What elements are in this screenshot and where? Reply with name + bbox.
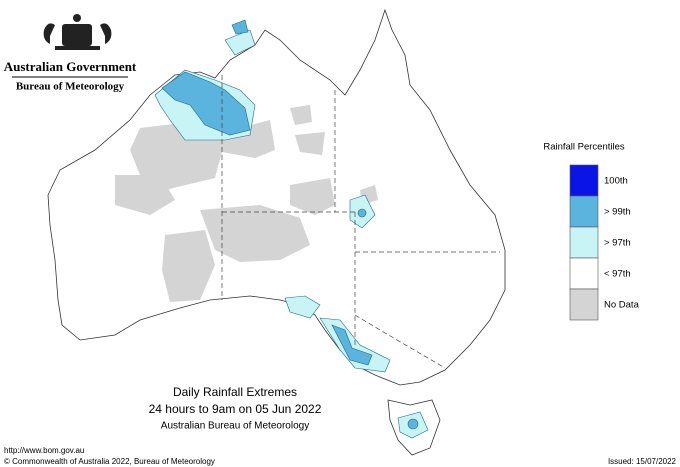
legend-swatch: [569, 195, 599, 228]
crest: [43, 14, 112, 50]
agency: Australian Government: [4, 59, 137, 74]
caption-source: Australian Bureau of Meteorology: [161, 421, 309, 432]
legend-label: < 97th: [604, 269, 631, 280]
caption-title: Daily Rainfall Extremes: [173, 385, 297, 399]
legend-label: > 97th: [604, 238, 631, 249]
legend-swatch: [569, 164, 599, 197]
footer-issued: Issued: 15/07/2022: [608, 457, 677, 466]
bureau: Bureau of Meteorology: [16, 81, 125, 93]
footer-copyright: © Commonwealth of Australia 2022, Bureau…: [4, 457, 215, 466]
legend-label: No Data: [604, 300, 640, 311]
state-borders: [221, 75, 500, 369]
legend-title: Rainfall Percentiles: [543, 142, 625, 153]
legend: 100th > 99th > 97th < 97th No Data: [569, 164, 640, 321]
no-data-areas: [115, 105, 378, 302]
legend-swatch: [569, 288, 599, 321]
legend-swatch: [569, 226, 599, 259]
legend-swatch: [569, 257, 599, 290]
footer-url: http://www.bom.gov.au: [4, 446, 84, 455]
legend-label: 100th: [604, 176, 628, 187]
legend-label: > 99th: [604, 207, 631, 218]
caption-period: 24 hours to 9am on 05 Jun 2022: [149, 402, 322, 416]
